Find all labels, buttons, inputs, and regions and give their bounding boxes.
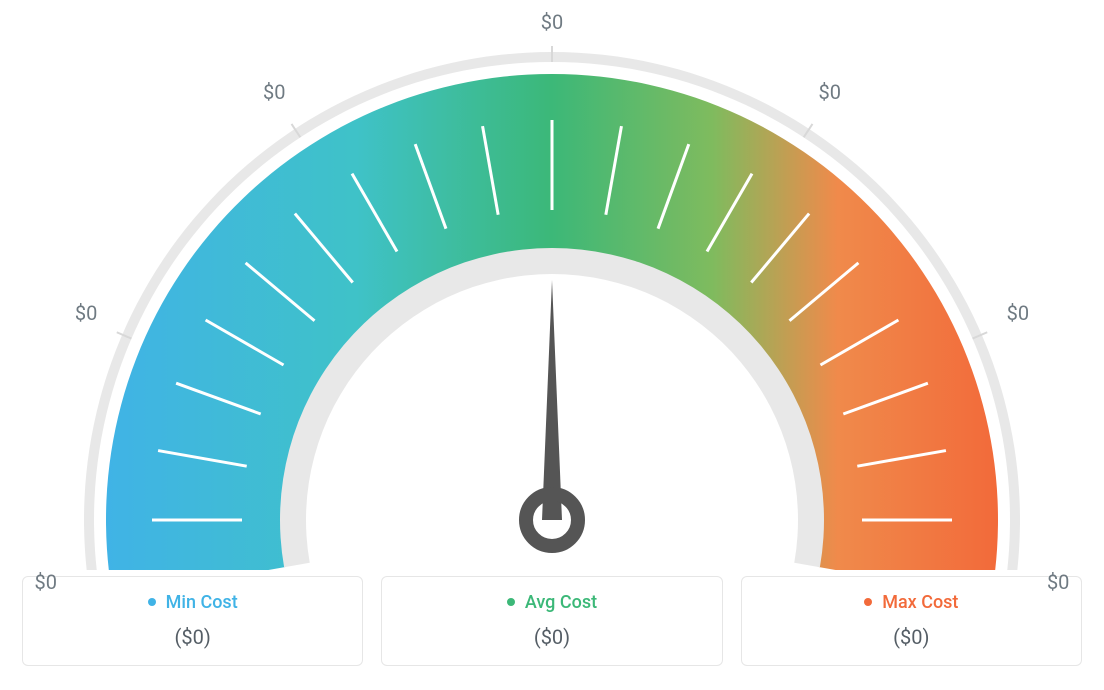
legend-dot-avg — [507, 598, 515, 606]
gauge-tick-label: $0 — [1047, 570, 1069, 594]
legend-title-min: Min Cost — [148, 592, 238, 613]
legend-label-min: Min Cost — [166, 592, 238, 613]
legend-title-max: Max Cost — [864, 592, 958, 613]
gauge-tick-label: $0 — [1007, 301, 1029, 325]
legend-value-avg: ($0) — [392, 625, 711, 649]
legend-title-avg: Avg Cost — [507, 592, 597, 613]
gauge-tick-label: $0 — [75, 301, 97, 325]
gauge-tick-label: $0 — [819, 80, 841, 104]
legend-row: Min Cost ($0) Avg Cost ($0) Max Cost ($0… — [22, 576, 1082, 666]
legend-card-avg: Avg Cost ($0) — [381, 576, 722, 666]
legend-value-max: ($0) — [752, 625, 1071, 649]
legend-card-min: Min Cost ($0) — [22, 576, 363, 666]
legend-label-max: Max Cost — [882, 592, 958, 613]
legend-dot-min — [148, 598, 156, 606]
gauge-svg — [22, 10, 1082, 570]
legend-label-avg: Avg Cost — [525, 592, 597, 613]
gauge-tick-label: $0 — [541, 10, 563, 34]
gauge-tick-label: $0 — [35, 570, 57, 594]
gauge-area: $0$0$0$0$0$0$0 — [22, 10, 1082, 570]
legend-value-min: ($0) — [33, 625, 352, 649]
legend-card-max: Max Cost ($0) — [741, 576, 1082, 666]
cost-gauge-chart: $0 $0 $0 $0 $0 $0 $0 Min Cost ($0) Avg Cost ($… — [0, 0, 1104, 690]
gauge-tick-label: $0 — [263, 80, 285, 104]
legend-dot-max — [864, 598, 872, 606]
